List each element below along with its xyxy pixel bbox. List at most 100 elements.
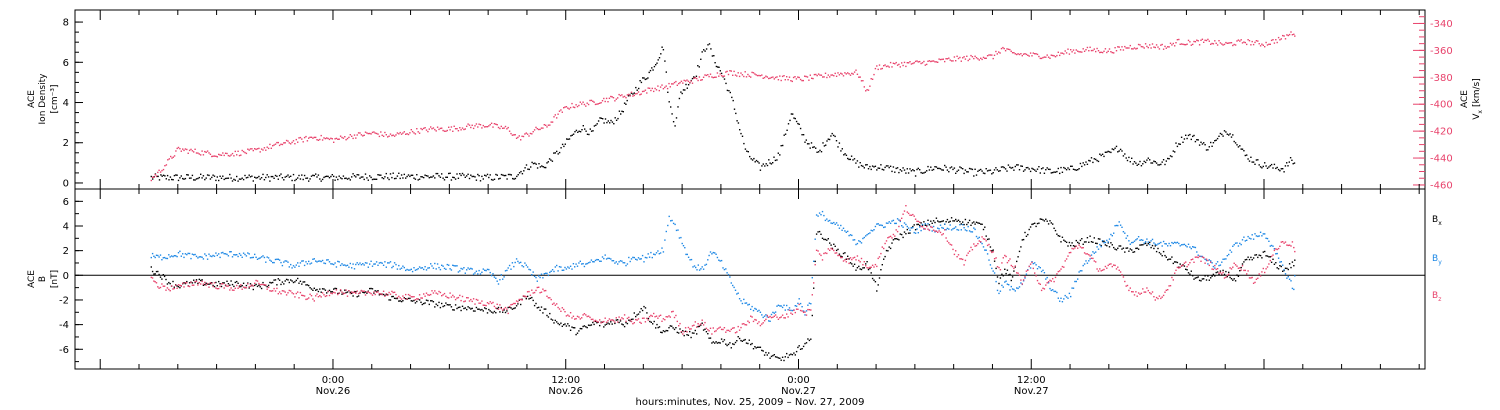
- vx-series-point: [1280, 38, 1282, 40]
- vx-series-point: [545, 124, 547, 126]
- bx-series-point: [730, 347, 732, 349]
- by-series-point: [984, 249, 986, 251]
- by-series-point: [471, 268, 473, 270]
- bx-series-point: [364, 291, 367, 293]
- vx-series-point: [669, 86, 671, 88]
- vx-series-point: [504, 125, 507, 128]
- bz-series-point: [468, 300, 471, 302]
- ion-density-series-point: [993, 169, 996, 171]
- bx-series-point: [998, 282, 1000, 285]
- ion-density-series-point: [212, 174, 214, 176]
- bz-series-point: [590, 318, 593, 321]
- vx-series-point: [1140, 45, 1143, 48]
- vx-series-point: [765, 75, 767, 77]
- by-series-point: [182, 253, 184, 255]
- vx-series-point: [690, 80, 692, 82]
- by-series-point: [1244, 240, 1246, 242]
- ion-density-series-point: [942, 169, 944, 171]
- vx-series-point: [1022, 53, 1025, 55]
- vx-series-point: [510, 132, 512, 135]
- ion-density-series-point: [1287, 165, 1289, 167]
- by-series-point: [894, 222, 896, 225]
- vx-series-point: [424, 127, 426, 129]
- ion-density-series-point: [254, 176, 256, 178]
- bz-series-point: [219, 285, 221, 288]
- vx-series-point: [1226, 42, 1228, 44]
- bx-series-point: [657, 326, 659, 329]
- ion-density-series-point: [852, 159, 854, 161]
- by-series-point: [805, 310, 808, 312]
- bx-series-point: [596, 322, 598, 324]
- ion-density-series-point: [698, 66, 700, 68]
- by-series-point: [521, 265, 523, 267]
- bz-series-point: [150, 276, 152, 279]
- bz-series-point: [256, 280, 259, 282]
- ion-density-series-point: [389, 173, 392, 175]
- by-series-point: [406, 268, 408, 271]
- bx-series-point: [982, 228, 985, 231]
- vx-series-point: [568, 108, 570, 110]
- top-right-axis: -340-360-380-400-420-440-460: [1413, 16, 1453, 191]
- bz-series-point: [817, 250, 819, 252]
- ion-density-series-point: [585, 130, 587, 132]
- by-series-point: [292, 265, 295, 267]
- bz-series-point: [1011, 265, 1014, 268]
- by-series-point: [403, 266, 405, 269]
- ion-density-series-point: [164, 175, 166, 177]
- bz-series-point: [1029, 263, 1032, 265]
- ion-density-series-point: [960, 167, 962, 169]
- by-series-point: [1061, 301, 1064, 303]
- bx-series-point: [1154, 245, 1156, 247]
- bz-series-point: [1172, 279, 1174, 281]
- bx-series-point: [811, 314, 813, 317]
- vx-series-point: [373, 131, 375, 133]
- bz-series-point: [1246, 273, 1248, 275]
- by-series-point: [515, 258, 518, 260]
- bx-series-point: [970, 224, 972, 226]
- ion-density-series-point: [622, 111, 624, 113]
- bz-series-point: [428, 294, 430, 296]
- by-series-point: [525, 264, 527, 266]
- bx-series-point: [1032, 223, 1034, 225]
- bx-series-point: [1291, 261, 1294, 263]
- bz-series-point: [324, 295, 327, 298]
- bx-series-point: [1266, 255, 1269, 257]
- bottom-left-tick-label: 4: [63, 221, 69, 232]
- bz-series-point: [1222, 271, 1224, 274]
- ion-density-series-point: [1046, 167, 1048, 169]
- bz-series-point: [201, 280, 203, 283]
- vx-series-point: [273, 144, 275, 146]
- ion-density-series-point: [209, 178, 212, 180]
- vx-series-point: [1234, 44, 1237, 46]
- vx-series-point: [673, 81, 676, 84]
- vx-series-point: [628, 93, 630, 96]
- vx-series-point: [208, 152, 210, 154]
- vx-series-point: [184, 148, 187, 150]
- ion-density-series-point: [1009, 166, 1011, 168]
- bz-series-point: [689, 328, 691, 330]
- vx-series-point: [445, 130, 447, 132]
- bx-series-point: [247, 282, 249, 284]
- ion-density-series-point: [449, 172, 451, 174]
- bx-series-point: [841, 256, 843, 258]
- bx-series-point: [316, 288, 318, 291]
- ion-density-series-point: [923, 172, 925, 174]
- by-series-point: [1005, 280, 1007, 282]
- bx-series-point: [1197, 276, 1199, 278]
- bz-series-point: [222, 283, 224, 285]
- ion-density-series-point: [593, 125, 596, 127]
- vx-series-point: [556, 117, 558, 119]
- bx-series-point: [442, 305, 444, 308]
- ion-density-series-point: [172, 179, 174, 181]
- bz-series-point: [845, 261, 847, 263]
- by-series-point: [1205, 259, 1208, 262]
- bx-series-point: [428, 303, 430, 306]
- vx-series-point: [962, 57, 964, 59]
- bz-series-point: [538, 286, 540, 288]
- bx-series-point: [1172, 262, 1174, 265]
- vx-series-point: [558, 110, 561, 112]
- vx-series-point: [430, 126, 432, 128]
- vx-series-point: [333, 141, 335, 143]
- vx-series-point: [263, 147, 266, 149]
- bx-series-point: [585, 326, 587, 328]
